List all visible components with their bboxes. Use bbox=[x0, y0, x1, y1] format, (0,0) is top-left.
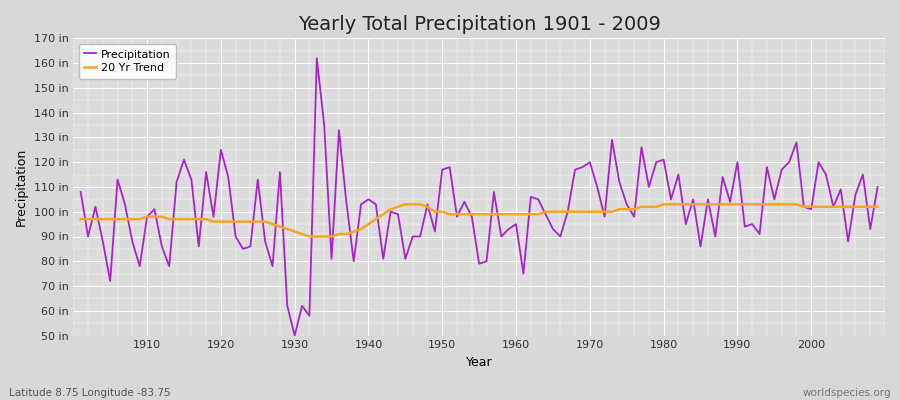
Title: Yearly Total Precipitation 1901 - 2009: Yearly Total Precipitation 1901 - 2009 bbox=[298, 15, 661, 34]
Legend: Precipitation, 20 Yr Trend: Precipitation, 20 Yr Trend bbox=[79, 44, 176, 78]
Precipitation bbox=[311, 56, 322, 60]
20 Yr Trend bbox=[518, 212, 529, 217]
20 Yr Trend bbox=[76, 217, 86, 222]
Precipitation bbox=[304, 313, 315, 318]
Text: Latitude 8.75 Longitude -83.75: Latitude 8.75 Longitude -83.75 bbox=[9, 388, 171, 398]
20 Yr Trend bbox=[297, 232, 308, 236]
20 Yr Trend bbox=[872, 204, 883, 209]
20 Yr Trend bbox=[614, 207, 625, 212]
Precipitation bbox=[614, 180, 625, 184]
20 Yr Trend bbox=[348, 229, 359, 234]
20 Yr Trend bbox=[304, 234, 315, 239]
Precipitation bbox=[518, 271, 529, 276]
Line: Precipitation: Precipitation bbox=[81, 58, 878, 336]
Precipitation bbox=[356, 202, 366, 207]
20 Yr Trend bbox=[400, 202, 410, 207]
Precipitation bbox=[134, 264, 145, 269]
Line: 20 Yr Trend: 20 Yr Trend bbox=[81, 204, 878, 236]
Y-axis label: Precipitation: Precipitation bbox=[15, 148, 28, 226]
20 Yr Trend bbox=[134, 217, 145, 222]
20 Yr Trend bbox=[526, 212, 536, 217]
Precipitation bbox=[526, 194, 536, 199]
Precipitation bbox=[289, 333, 300, 338]
X-axis label: Year: Year bbox=[466, 356, 492, 369]
Precipitation bbox=[872, 184, 883, 189]
Text: worldspecies.org: worldspecies.org bbox=[803, 388, 891, 398]
Precipitation bbox=[76, 190, 86, 194]
